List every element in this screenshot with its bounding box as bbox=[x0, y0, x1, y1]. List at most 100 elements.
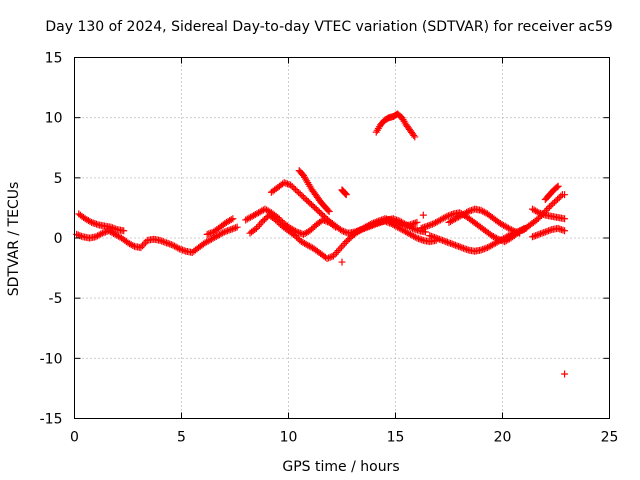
data-point bbox=[342, 191, 350, 199]
data-point bbox=[280, 179, 288, 187]
data-point bbox=[232, 224, 240, 232]
data-point bbox=[561, 215, 569, 223]
data-point bbox=[311, 204, 319, 212]
data-point bbox=[293, 187, 301, 195]
data-point bbox=[319, 211, 327, 219]
data-point bbox=[416, 235, 424, 243]
data-point bbox=[295, 189, 303, 197]
data-point bbox=[447, 239, 455, 247]
data-point bbox=[291, 186, 299, 194]
data-point bbox=[434, 235, 442, 243]
data-point bbox=[444, 212, 452, 220]
y-tick-label: 10 bbox=[45, 111, 63, 127]
data-point bbox=[180, 247, 188, 255]
chart-title: Day 130 of 2024, Sidereal Day-to-day VTE… bbox=[45, 19, 612, 35]
data-point bbox=[138, 242, 146, 250]
data-point bbox=[440, 237, 448, 245]
data-point bbox=[512, 228, 520, 236]
data-point bbox=[296, 190, 304, 198]
data-point bbox=[461, 245, 469, 253]
data-point bbox=[287, 181, 295, 189]
data-point bbox=[164, 239, 172, 247]
data-point bbox=[309, 202, 317, 210]
data-point bbox=[419, 224, 427, 232]
data-point bbox=[394, 217, 402, 225]
data-point bbox=[326, 253, 334, 261]
data-point bbox=[366, 221, 374, 229]
data-point bbox=[112, 225, 120, 233]
data-point bbox=[442, 238, 450, 246]
data-point bbox=[557, 192, 565, 200]
x-tick-label: 10 bbox=[280, 430, 298, 446]
data-point bbox=[411, 233, 419, 241]
data-point bbox=[163, 239, 171, 247]
data-point bbox=[120, 227, 128, 235]
data-point bbox=[420, 223, 428, 231]
data-point bbox=[161, 238, 169, 246]
data-point bbox=[419, 211, 427, 219]
data-point bbox=[89, 219, 97, 227]
data-point bbox=[100, 229, 108, 237]
data-point bbox=[282, 179, 290, 187]
data-point bbox=[259, 217, 267, 225]
data-point bbox=[312, 205, 320, 213]
data-point bbox=[540, 229, 548, 237]
data-point bbox=[467, 206, 475, 214]
data-point bbox=[174, 244, 182, 252]
data-point bbox=[533, 231, 541, 239]
data-point bbox=[559, 226, 567, 234]
x-tick-label: 25 bbox=[601, 430, 619, 446]
data-point bbox=[432, 234, 440, 242]
data-point bbox=[553, 183, 561, 191]
y-tick-label: -10 bbox=[40, 351, 63, 367]
data-point bbox=[167, 241, 175, 249]
data-point bbox=[543, 227, 551, 235]
data-point bbox=[166, 240, 174, 248]
data-point bbox=[333, 248, 341, 256]
data-point bbox=[556, 225, 564, 233]
data-point bbox=[363, 223, 371, 231]
data-point bbox=[482, 244, 490, 252]
data-point bbox=[428, 220, 436, 228]
data-point bbox=[412, 226, 420, 234]
data-point bbox=[294, 235, 302, 243]
data-point bbox=[417, 224, 425, 232]
data-point bbox=[233, 223, 241, 231]
data-point bbox=[425, 221, 433, 229]
data-point bbox=[437, 236, 445, 244]
data-point bbox=[459, 244, 467, 252]
data-point bbox=[427, 232, 435, 240]
data-point bbox=[92, 220, 100, 228]
data-points bbox=[73, 110, 569, 378]
data-point bbox=[373, 219, 381, 227]
data-point bbox=[274, 214, 282, 222]
data-point bbox=[224, 227, 232, 235]
y-tick-label: 0 bbox=[54, 231, 63, 247]
data-point bbox=[338, 258, 346, 266]
data-point bbox=[393, 216, 401, 224]
data-point bbox=[362, 223, 370, 231]
data-point bbox=[306, 199, 314, 207]
data-point bbox=[557, 226, 565, 234]
data-point bbox=[415, 235, 423, 243]
data-point bbox=[546, 226, 554, 234]
data-point bbox=[533, 216, 541, 224]
data-point bbox=[110, 224, 118, 232]
data-point bbox=[220, 228, 228, 236]
data-point bbox=[555, 194, 563, 202]
data-point bbox=[98, 229, 106, 237]
data-point bbox=[561, 191, 569, 199]
data-point bbox=[535, 209, 543, 217]
x-tick-label: 5 bbox=[177, 430, 186, 446]
data-point bbox=[140, 240, 148, 248]
data-point bbox=[453, 242, 461, 250]
data-point bbox=[450, 241, 458, 249]
data-point bbox=[320, 213, 328, 221]
data-point bbox=[97, 230, 105, 238]
data-point bbox=[540, 211, 548, 219]
data-point bbox=[530, 232, 538, 240]
data-point bbox=[411, 219, 419, 227]
data-point bbox=[228, 225, 236, 233]
data-point bbox=[74, 231, 82, 239]
